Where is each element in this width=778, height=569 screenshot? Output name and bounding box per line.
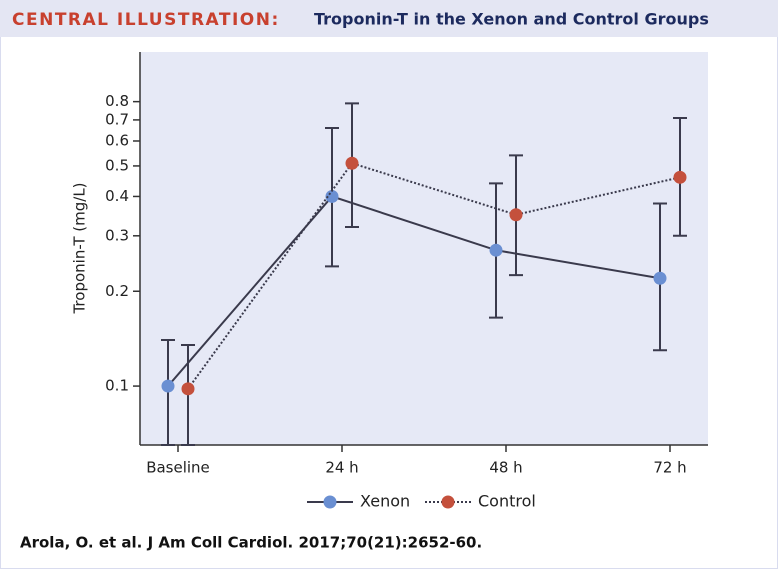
legend-label: Control xyxy=(478,492,536,511)
data-point xyxy=(489,243,503,257)
y-tick-label: 0.2 xyxy=(105,282,129,300)
data-point xyxy=(673,170,687,184)
header-band xyxy=(0,0,778,37)
x-tick-label: Baseline xyxy=(146,459,210,477)
y-tick-label: 0.4 xyxy=(105,187,129,205)
y-tick-label: 0.5 xyxy=(105,156,129,174)
plot-area xyxy=(140,52,708,445)
data-point xyxy=(509,208,523,222)
y-tick-label: 0.1 xyxy=(105,377,129,395)
y-tick-label: 0.7 xyxy=(105,110,129,128)
y-tick-label: 0.3 xyxy=(105,226,129,244)
data-point xyxy=(181,382,195,396)
data-point xyxy=(345,156,359,170)
legend-label: Xenon xyxy=(360,492,410,511)
series-line xyxy=(167,195,661,387)
x-tick-label: 24 h xyxy=(325,459,358,477)
series-line xyxy=(187,162,681,390)
legend-marker xyxy=(323,495,337,509)
y-tick-label: 0.6 xyxy=(105,131,129,149)
x-tick-label: 48 h xyxy=(489,459,522,477)
citation: Arola, O. et al. J Am Coll Cardiol. 2017… xyxy=(20,534,482,552)
header-label: CENTRAL ILLUSTRATION: xyxy=(12,10,280,30)
data-point xyxy=(653,271,667,285)
y-tick-label: 0.8 xyxy=(105,92,129,110)
x-tick-label: 72 h xyxy=(653,459,686,477)
data-point xyxy=(325,189,339,203)
legend-marker xyxy=(441,495,455,509)
y-axis-label: Troponin-T (mg/L) xyxy=(71,182,89,314)
data-point xyxy=(161,379,175,393)
header-title: Troponin-T in the Xenon and Control Grou… xyxy=(314,10,709,29)
